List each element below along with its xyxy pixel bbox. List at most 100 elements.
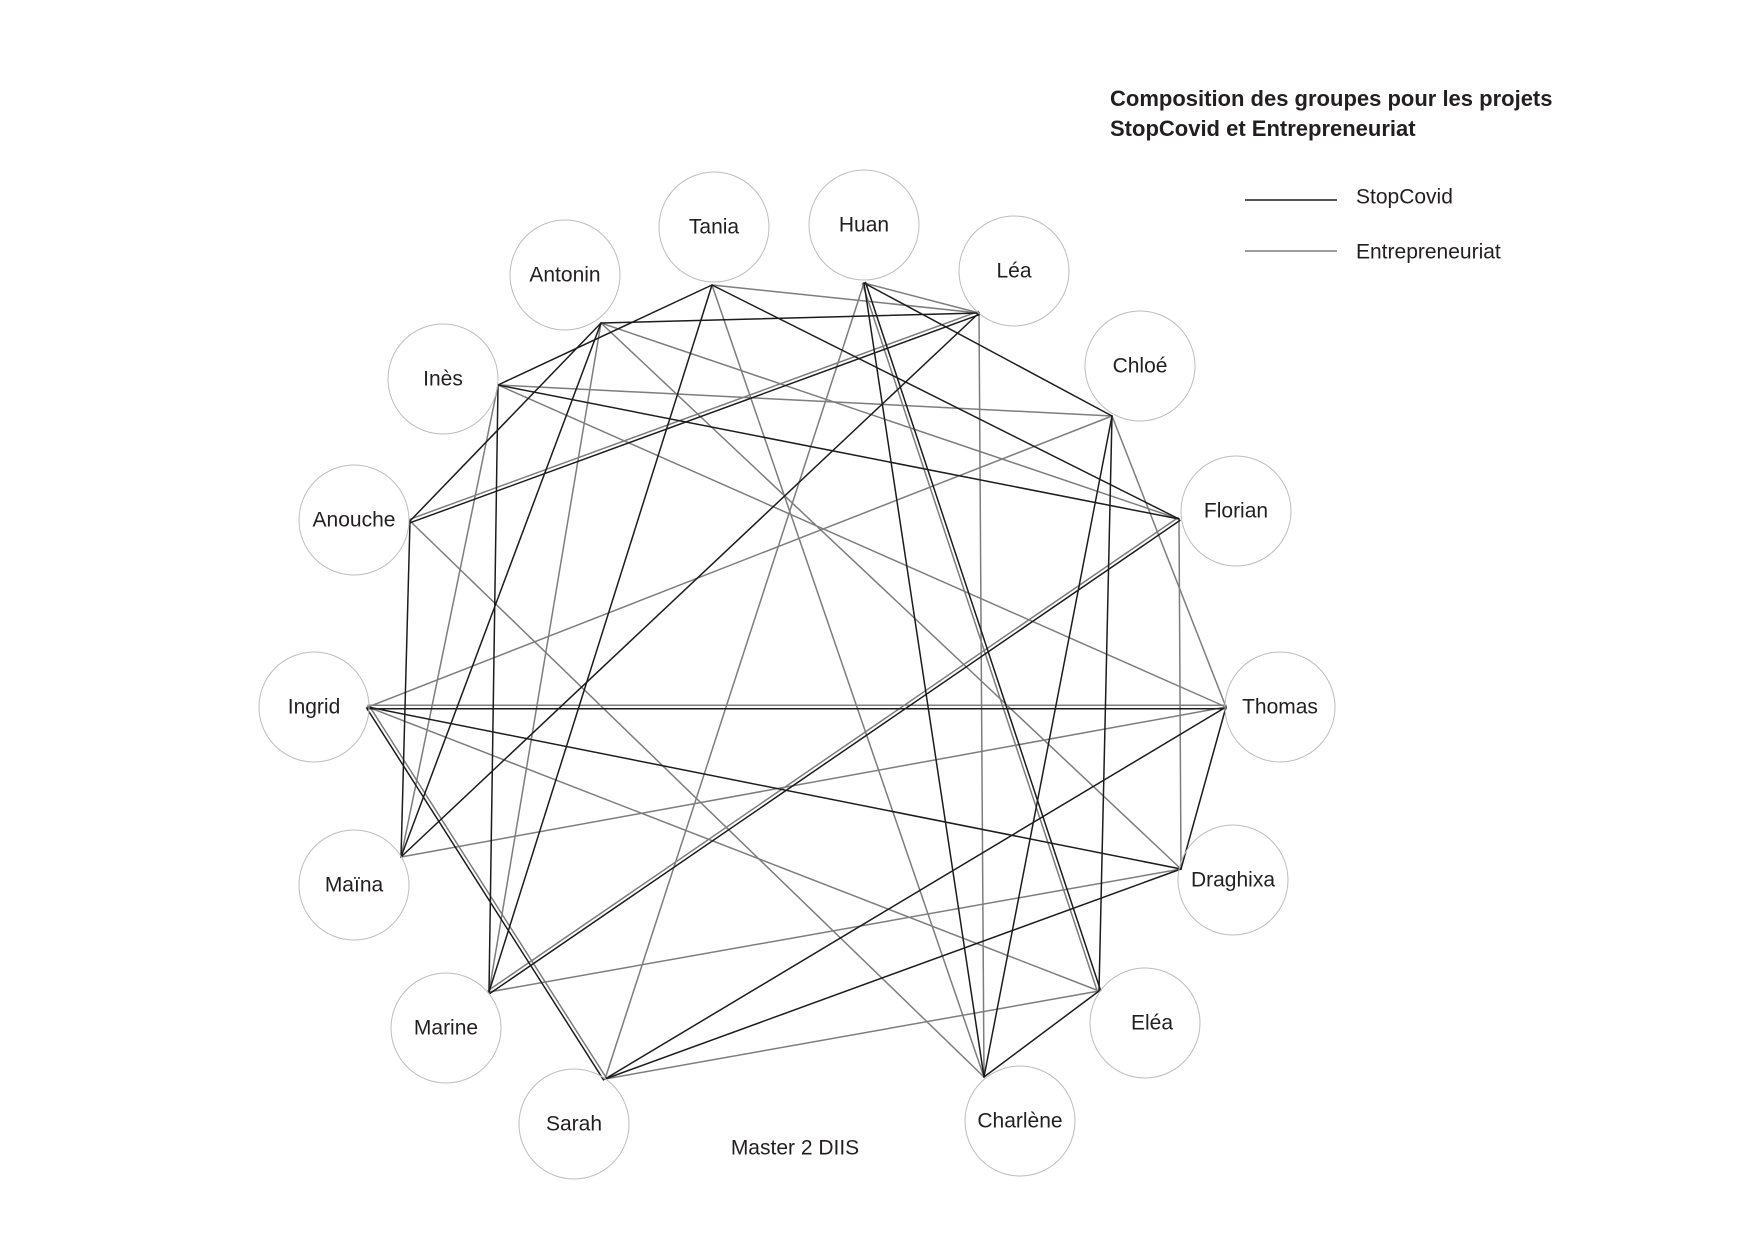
edge-stopcovid-tania-florian: [711, 284, 1180, 520]
edge-entrepreneuriat-tania-charlene: [711, 284, 985, 1078]
edge-entrepreneuriat-huan-elea: [861, 282, 1099, 993]
node-draghixa: Draghixa: [1177, 824, 1289, 936]
node-label: Tania: [689, 216, 740, 239]
node-circle: [258, 651, 370, 763]
edge-entrepreneuriat-florian-draghixa: [1178, 518, 1182, 870]
edge-stopcovid-thomas-draghixa: [1180, 706, 1227, 870]
node-charlene: Charlène: [964, 1065, 1076, 1177]
node-label: Léa: [996, 260, 1031, 283]
edge-entrepreneuriat-anouche-lea: [408, 310, 980, 521]
edge-stopcovid-charlene-elea: [983, 990, 1100, 1078]
node-sarah: Sarah: [518, 1068, 630, 1180]
node-marine: Marine: [390, 972, 502, 1084]
node-circle: [1224, 651, 1336, 763]
node-circle: [1180, 455, 1292, 567]
edge-stopcovid-tania-marine: [488, 284, 713, 993]
node-thomas: Thomas: [1224, 651, 1336, 763]
edge-entrepreneuriat-anouche-charlene: [409, 520, 985, 1078]
diagram-title: Composition des groupes pour les projets…: [1110, 86, 1553, 141]
edge-entrepreneuriat-florian-marine: [487, 516, 1179, 992]
node-circle: [1177, 824, 1289, 936]
node-label: Huan: [839, 214, 889, 237]
footer-caption: Master 2 DIIS: [731, 1137, 859, 1160]
edge-entrepreneuriat-thomas-maina: [400, 706, 1227, 858]
edge-stopcovid-thomas-sarah: [604, 706, 1227, 1080]
legend-item-entrepreneuriat: Entrepreneuriat: [1245, 241, 1501, 264]
node-label: Chloé: [1113, 355, 1168, 378]
legend-label-stopcovid: StopCovid: [1356, 186, 1453, 209]
edge-entrepreneuriat-sarah-elea: [604, 990, 1100, 1080]
edge-stopcovid-ingrid-draghixa: [367, 706, 1182, 870]
node-huan: Huan: [808, 169, 920, 281]
edge-entrepreneuriat-ingrid-chloe: [367, 415, 1113, 708]
node-anouche: Anouche: [298, 464, 410, 576]
node-circle: [658, 171, 770, 283]
node-circle: [808, 169, 920, 281]
title-line-2: StopCovid et Entrepreneuriat: [1110, 116, 1416, 141]
edge-entrepreneuriat-ingrid-sarah: [368, 705, 608, 1079]
node-tania: Tania: [658, 171, 770, 283]
node-circle: [509, 219, 621, 331]
edge-stopcovid-lea-anouche: [409, 313, 981, 524]
edge-stopcovid-ines-marine: [488, 384, 499, 993]
edge-stopcovid-florian-marine: [489, 519, 1181, 995]
nodes-layer: Tania Huan Léa Chloé Florian Thomas Drag…: [258, 169, 1336, 1180]
node-circle: [1089, 967, 1201, 1079]
node-circle: [390, 972, 502, 1084]
edge-stopcovid-huan-elea: [864, 281, 1102, 992]
edge-stopcovid-lea-maina: [400, 312, 980, 858]
node-circle: [518, 1068, 630, 1180]
node-label: Draghixa: [1191, 869, 1275, 892]
node-circle: [298, 829, 410, 941]
node-chloe: Chloé: [1084, 310, 1196, 422]
node-label: Inès: [423, 368, 463, 391]
node-label: Thomas: [1242, 696, 1318, 719]
legend-label-entrepreneuriat: Entrepreneuriat: [1356, 241, 1501, 264]
node-label: Florian: [1204, 500, 1268, 523]
edge-stopcovid-tania-ines: [497, 284, 713, 386]
edge-entrepreneuriat-antonin-marine: [488, 322, 602, 993]
node-circle: [298, 464, 410, 576]
edge-entrepreneuriat-tania-lea: [711, 284, 980, 314]
node-lea: Léa: [958, 215, 1070, 327]
node-label: Marine: [414, 1017, 478, 1040]
node-antonin: Antonin: [509, 219, 621, 331]
node-elea: Eléa: [1089, 967, 1201, 1079]
node-ines: Inès: [387, 323, 499, 435]
edge-entrepreneuriat-antonin-florian: [600, 322, 1180, 520]
edges-layer: [365, 281, 1227, 1081]
edge-stopcovid-chloe-elea: [1098, 415, 1113, 992]
edge-entrepreneuriat-huan-sarah: [604, 282, 865, 1080]
node-maina: Maïna: [298, 829, 410, 941]
node-florian: Florian: [1180, 455, 1292, 567]
node-circle: [964, 1065, 1076, 1177]
node-label: Anouche: [313, 509, 396, 532]
edge-entrepreneuriat-maina-ines: [400, 384, 499, 858]
edge-stopcovid-antonin-maina: [400, 322, 602, 858]
node-circle: [1084, 310, 1196, 422]
edge-stopcovid-chloe-charlene: [983, 415, 1113, 1078]
edge-stopcovid-ingrid-sarah: [365, 707, 605, 1081]
node-label: Eléa: [1131, 1012, 1173, 1035]
edge-stopcovid-huan-chloe: [863, 282, 1113, 417]
edge-entrepreneuriat-chloe-ines: [497, 384, 1113, 417]
edge-stopcovid-florian-ines: [497, 384, 1180, 520]
title-line-1: Composition des groupes pour les projets: [1110, 86, 1553, 111]
edge-entrepreneuriat-lea-charlene: [978, 312, 985, 1078]
edge-entrepreneuriat-huan-lea: [863, 282, 980, 314]
node-ingrid: Ingrid: [258, 651, 370, 763]
edge-stopcovid-lea-antonin: [600, 312, 980, 324]
edge-stopcovid-antonin-anouche: [409, 322, 602, 522]
edge-entrepreneuriat-thomas-chloe: [1111, 415, 1227, 708]
edge-stopcovid-huan-charlene: [863, 282, 985, 1078]
edge-entrepreneuriat-draghixa-marine: [488, 868, 1182, 993]
legend: StopCovid Entrepreneuriat: [1245, 186, 1501, 264]
edge-stopcovid-anouche-maina: [400, 520, 411, 858]
node-label: Maïna: [325, 874, 384, 897]
node-circle: [387, 323, 499, 435]
edge-entrepreneuriat-thomas-ines: [497, 384, 1227, 708]
node-label: Sarah: [546, 1113, 602, 1136]
edge-stopcovid-draghixa-sarah: [604, 868, 1182, 1080]
node-label: Ingrid: [288, 696, 341, 719]
